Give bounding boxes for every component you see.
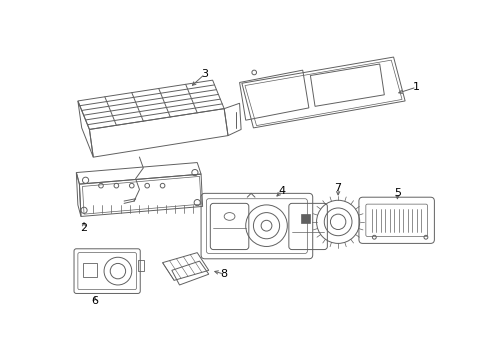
Text: 3: 3 [201,69,208,79]
FancyBboxPatch shape [301,214,311,223]
Text: 8: 8 [220,269,228,279]
Text: 4: 4 [278,186,286,196]
Text: 7: 7 [335,183,342,193]
Text: 6: 6 [91,296,98,306]
Text: 5: 5 [394,188,401,198]
Text: 1: 1 [413,82,420,92]
Text: 2: 2 [80,223,88,233]
